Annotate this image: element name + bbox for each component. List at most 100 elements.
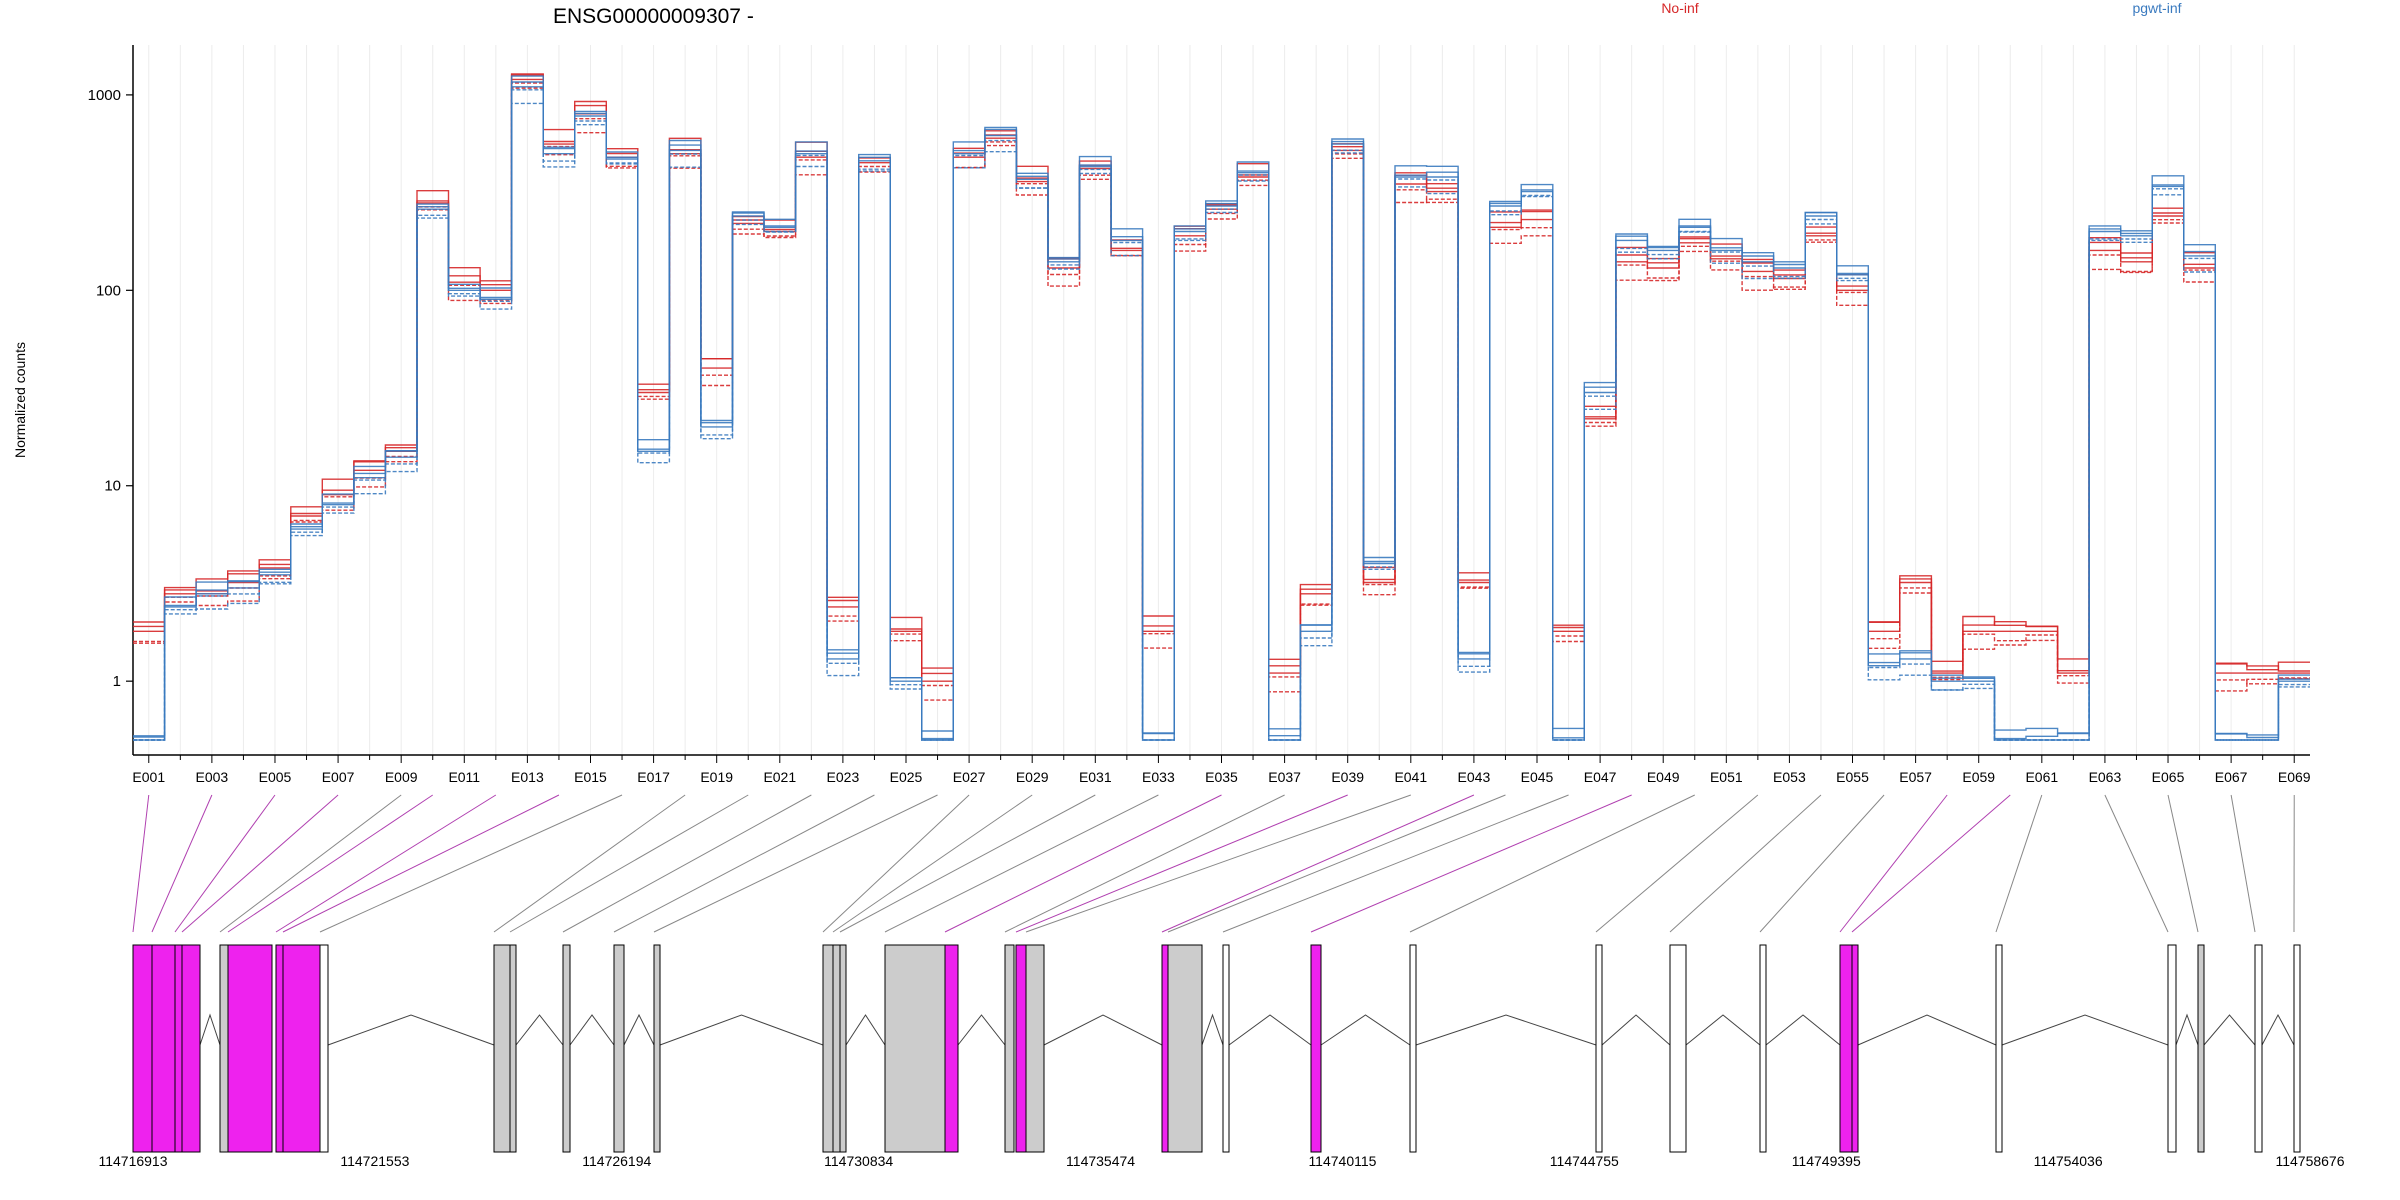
- coordinate-label: 114716913: [98, 1153, 167, 1169]
- exon-box: [282, 944, 321, 1153]
- exon-box: [653, 944, 661, 1153]
- exon-box: [1015, 944, 1027, 1153]
- x-tick-label: E063: [2089, 769, 2122, 785]
- exon-connector: [1851, 794, 2011, 933]
- exon-box: [832, 944, 841, 1153]
- exon-box: [2254, 944, 2263, 1153]
- exon-box: [1759, 944, 1767, 1153]
- intron-line: [2001, 1014, 2169, 1046]
- x-tick-label: E065: [2152, 769, 2185, 785]
- intron-line: [1601, 1014, 1671, 1046]
- x-tick-label: E015: [574, 769, 607, 785]
- exon-box: [1004, 944, 1015, 1153]
- coordinate-label: 114721553: [340, 1153, 409, 1169]
- exon-connectors: [132, 794, 2295, 933]
- exon-box: [132, 944, 153, 1153]
- coordinate-label: 114754036: [2034, 1153, 2103, 1169]
- chart-title: ENSG00000009307 -: [553, 5, 754, 28]
- y-axis-label: Normalized counts: [12, 342, 28, 458]
- exon-box: [1025, 944, 1045, 1153]
- intron-line: [1765, 1014, 1841, 1046]
- exon-box: [822, 944, 834, 1153]
- exon-box: [1839, 944, 1853, 1153]
- y-tick-label: 1000: [88, 87, 121, 104]
- exon-box: [319, 944, 329, 1153]
- exon-box: [174, 944, 183, 1153]
- x-tick-label: E041: [1394, 769, 1427, 785]
- exon-connector: [181, 794, 339, 933]
- x-tick-label: E053: [1773, 769, 1806, 785]
- exon-box: [275, 944, 284, 1153]
- exon-connector: [319, 794, 623, 933]
- exon-connector: [944, 794, 1222, 933]
- exon-connector: [822, 794, 970, 933]
- exon-box: [1310, 944, 1322, 1153]
- intron-line: [1685, 1014, 1761, 1046]
- coordinate-label: 114730834: [824, 1153, 893, 1169]
- intron-line: [659, 1014, 824, 1046]
- intron-line: [199, 1013, 221, 1046]
- exon-box: [1669, 944, 1687, 1153]
- exon-connector: [613, 794, 875, 933]
- intron-line: [1415, 1014, 1597, 1046]
- exon-connector: [2104, 794, 2169, 933]
- exon-box: [1161, 944, 1169, 1153]
- x-tick-label: E003: [196, 769, 229, 785]
- intron-line: [569, 1014, 615, 1046]
- exon-connector: [562, 794, 812, 933]
- exon-connector: [275, 794, 497, 933]
- x-tick-label: E001: [132, 769, 165, 785]
- series-no-inf-line: [133, 73, 2310, 671]
- x-tick-label: E027: [953, 769, 986, 785]
- exon-box: [509, 944, 517, 1153]
- exon-connector: [1595, 794, 1759, 933]
- exon-connector: [132, 794, 150, 933]
- exon-connector: [1015, 794, 1348, 933]
- exon-box: [1222, 944, 1230, 1153]
- series-pgwt-inf-line: [133, 75, 2310, 739]
- x-tick-label: E009: [385, 769, 418, 785]
- x-tick-label: E045: [1521, 769, 1554, 785]
- exon-connector: [282, 794, 560, 933]
- y-tick-label: 1: [113, 673, 121, 690]
- intron-line: [2175, 1013, 2199, 1046]
- exon-box: [1595, 944, 1603, 1153]
- x-tick-label: E035: [1205, 769, 1238, 785]
- x-tick-label: E031: [1079, 769, 1112, 785]
- exon-connector: [509, 794, 749, 933]
- exon-box: [2167, 944, 2177, 1153]
- x-tick-label: E037: [1268, 769, 1301, 785]
- intron-line: [845, 1014, 886, 1046]
- exon-connector: [839, 794, 1096, 933]
- intron-line: [2261, 1013, 2295, 1046]
- exon-connector: [174, 794, 276, 933]
- exon-box: [2197, 944, 2205, 1153]
- series-pgwt-inf-line: [133, 81, 2310, 740]
- x-tick-label: E023: [827, 769, 860, 785]
- series-no-inf-line: [133, 82, 2310, 701]
- series-pgwt-inf-line: [133, 89, 2310, 741]
- exon-box: [884, 944, 946, 1153]
- axes: 1 10 100 1000 E001 E003 E005 E007 E009 E011 E013 E0…: [88, 45, 2311, 785]
- intron-line: [515, 1014, 564, 1046]
- gene-model: 114716913 114721553 114726194 114730834 1147…: [98, 944, 2345, 1169]
- exon-connector: [2167, 794, 2199, 933]
- coordinate-label: 114735474: [1066, 1153, 1135, 1169]
- intron-line: [327, 1014, 495, 1046]
- x-tick-label: E067: [2215, 769, 2248, 785]
- exon-box: [151, 944, 176, 1153]
- coordinate-label: 114740115: [1308, 1153, 1376, 1169]
- exon-connector: [1409, 794, 1695, 933]
- exon-connector: [1025, 794, 1411, 933]
- exon-box: [1851, 944, 1859, 1153]
- exon-box: [493, 944, 511, 1153]
- x-tick-label: E011: [448, 769, 480, 785]
- intron-line: [1857, 1014, 1997, 1046]
- y-tick-label: 10: [104, 478, 121, 495]
- exon-connector: [1995, 794, 2043, 933]
- exon-box: [1167, 944, 1203, 1153]
- exon-connector: [1669, 794, 1822, 933]
- series-pgwt-inf-line: [133, 102, 2310, 741]
- x-tick-label: E033: [1142, 769, 1175, 785]
